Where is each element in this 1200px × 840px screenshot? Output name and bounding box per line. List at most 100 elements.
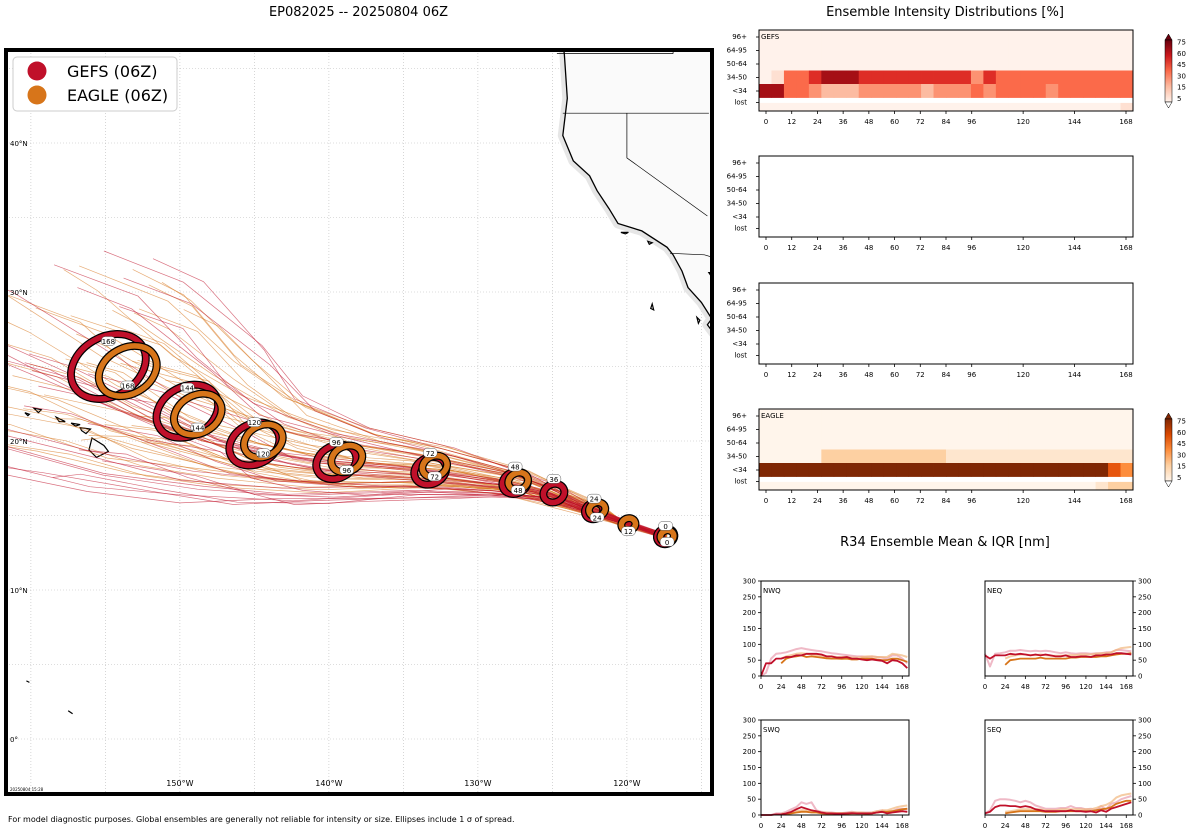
intensity-cell <box>883 43 897 58</box>
intensity-cell <box>933 30 947 44</box>
intensity-cell <box>958 70 972 85</box>
intensity-row-label: <34 <box>732 213 747 221</box>
longitude-label: 140°W <box>315 779 342 788</box>
footer-note: For model diagnostic purposes. Global en… <box>8 815 515 824</box>
north-america-coastline <box>562 50 712 333</box>
intensity-cell <box>821 102 835 112</box>
intensity-cell <box>883 57 897 71</box>
intensity-cell <box>983 57 997 71</box>
intensity-cell <box>1095 409 1109 423</box>
intensity-cell <box>796 43 810 58</box>
r34-y-label: 0 <box>1138 673 1142 681</box>
eagle-hour-badge <box>427 471 442 482</box>
r34-x-label: 48 <box>1021 683 1030 691</box>
gefs-member-track <box>6 360 666 535</box>
gefs-hour-label: 144 <box>181 385 195 393</box>
r34-y-label: 50 <box>1138 796 1147 804</box>
intensity-cell <box>1070 30 1084 44</box>
intensity-cell <box>1058 436 1072 450</box>
intensity-cell <box>1058 409 1072 423</box>
intensity-cell <box>908 422 922 437</box>
intensity-cell <box>921 463 934 477</box>
r34-y-label: 250 <box>1138 593 1151 601</box>
intensity-cell <box>833 449 847 464</box>
island <box>67 710 73 715</box>
gefs-member-track <box>102 460 666 536</box>
intensity-cell <box>883 409 897 423</box>
intensity-cell <box>1108 449 1121 464</box>
r34-y-label: 150 <box>1138 625 1151 633</box>
intensity-cell <box>946 449 959 464</box>
intensity-cell <box>796 57 810 71</box>
intensity-cell <box>933 70 947 85</box>
r34-x-label: 144 <box>1099 822 1113 830</box>
intensity-row-label: 34-50 <box>727 327 747 335</box>
gefs-hour-label: 36 <box>549 476 558 484</box>
intensity-cell <box>1070 57 1084 71</box>
gefs-member-track <box>6 344 666 536</box>
r34-y-label: 300 <box>1138 578 1151 586</box>
intensity-x-label: 0 <box>764 118 768 126</box>
gefs-ellipse <box>313 441 360 482</box>
intensity-cell <box>921 70 934 85</box>
colorbar-tick-label: 30 <box>1177 72 1186 80</box>
gefs-hour-badge <box>586 493 602 504</box>
intensity-model-tag: EAGLE <box>761 412 784 420</box>
gefs-hour-badge <box>546 474 562 484</box>
intensity-x-label: 24 <box>813 244 822 252</box>
eagle-hour-label: 120 <box>257 450 270 458</box>
intensity-cell <box>896 84 909 98</box>
intensity-x-label: 120 <box>1016 371 1029 379</box>
intensity-cell <box>846 436 860 450</box>
intensity-cell <box>995 422 1009 437</box>
intensity-cell <box>1045 409 1059 423</box>
intensity-cell <box>821 449 835 464</box>
intensity-x-label: 24 <box>813 371 822 379</box>
intensity-cell <box>821 30 835 44</box>
intensity-cell <box>946 43 959 58</box>
intensity-cell <box>946 84 959 98</box>
eagle-legend-label: EAGLE (06Z) <box>67 86 168 105</box>
intensity-cell <box>958 463 972 477</box>
intensity-cell <box>1095 481 1109 491</box>
intensity-cell <box>921 84 934 98</box>
intensity-cell <box>821 409 835 423</box>
intensity-cell <box>1033 449 1047 464</box>
r34-y-label: 200 <box>1138 609 1151 617</box>
intensity-panel-bg <box>759 156 1133 237</box>
intensity-cell <box>883 481 897 491</box>
intensity-x-label: 0 <box>764 371 768 379</box>
intensity-cell <box>1020 481 1034 491</box>
colorbar-tick-label: 45 <box>1177 61 1186 69</box>
intensity-cell <box>908 84 922 98</box>
island <box>70 422 81 427</box>
gefs-hour-badge <box>423 448 438 458</box>
intensity-cell <box>821 422 835 437</box>
intensity-cell <box>846 409 860 423</box>
latitude-label: 20°N <box>10 438 28 446</box>
r34-x-label: 48 <box>797 683 806 691</box>
intensity-cell <box>1108 463 1121 477</box>
intensity-cell <box>1008 102 1022 112</box>
colorbar <box>1164 418 1173 482</box>
intensity-cell <box>821 57 835 71</box>
intensity-x-label: 48 <box>864 371 873 379</box>
r34-x-label: 120 <box>1079 822 1092 830</box>
map-legend: GEFS (06Z) EAGLE (06Z) <box>12 56 178 112</box>
intensity-x-label: 144 <box>1068 497 1082 505</box>
intensity-cell <box>946 422 959 437</box>
intensity-cell <box>858 463 872 477</box>
eagle-ellipse <box>241 421 286 461</box>
intensity-cell <box>1120 422 1134 437</box>
eagle-hour-label: 24 <box>593 514 602 522</box>
eagle-ellipse <box>96 343 160 399</box>
gefs-hour-label: 0 <box>663 523 667 531</box>
r34-x-label: 0 <box>759 822 763 830</box>
intensity-cell <box>1095 449 1109 464</box>
intensity-cell <box>833 57 847 71</box>
intensity-cell <box>1008 30 1022 44</box>
intensity-cell <box>871 463 885 477</box>
eagle-legend-marker <box>27 85 47 105</box>
intensity-cell <box>1008 436 1022 450</box>
intensity-cell <box>833 84 847 98</box>
